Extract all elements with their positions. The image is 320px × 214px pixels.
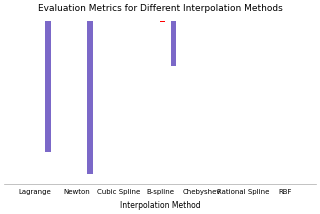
Bar <box>160 21 165 22</box>
X-axis label: Interpolation Method: Interpolation Method <box>120 201 200 210</box>
Bar <box>45 21 51 152</box>
Bar <box>171 21 176 66</box>
Bar <box>87 21 93 174</box>
Title: Evaluation Metrics for Different Interpolation Methods: Evaluation Metrics for Different Interpo… <box>38 4 282 13</box>
